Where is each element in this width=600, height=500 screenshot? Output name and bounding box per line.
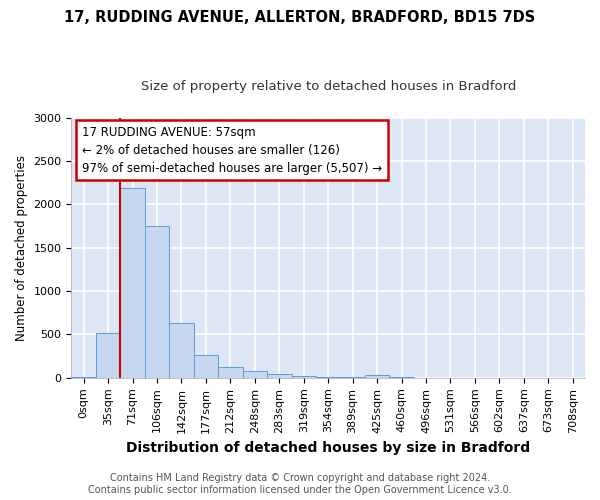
Bar: [242, 372, 267, 378]
Text: Contains HM Land Registry data © Crown copyright and database right 2024.
Contai: Contains HM Land Registry data © Crown c…: [88, 474, 512, 495]
Title: Size of property relative to detached houses in Bradford: Size of property relative to detached ho…: [140, 80, 516, 93]
Bar: [267, 374, 292, 378]
Bar: [145, 226, 169, 378]
Text: 17 RUDDING AVENUE: 57sqm
← 2% of detached houses are smaller (126)
97% of semi-d: 17 RUDDING AVENUE: 57sqm ← 2% of detache…: [82, 126, 382, 174]
Bar: [194, 356, 218, 378]
Text: 17, RUDDING AVENUE, ALLERTON, BRADFORD, BD15 7DS: 17, RUDDING AVENUE, ALLERTON, BRADFORD, …: [64, 10, 536, 25]
Bar: [218, 366, 242, 378]
Bar: [96, 332, 121, 378]
Bar: [365, 375, 389, 378]
Bar: [169, 323, 194, 378]
Bar: [316, 377, 340, 378]
X-axis label: Distribution of detached houses by size in Bradford: Distribution of detached houses by size …: [126, 441, 530, 455]
Bar: [292, 376, 316, 378]
Bar: [121, 188, 145, 378]
Y-axis label: Number of detached properties: Number of detached properties: [15, 155, 28, 341]
Bar: [71, 376, 96, 378]
